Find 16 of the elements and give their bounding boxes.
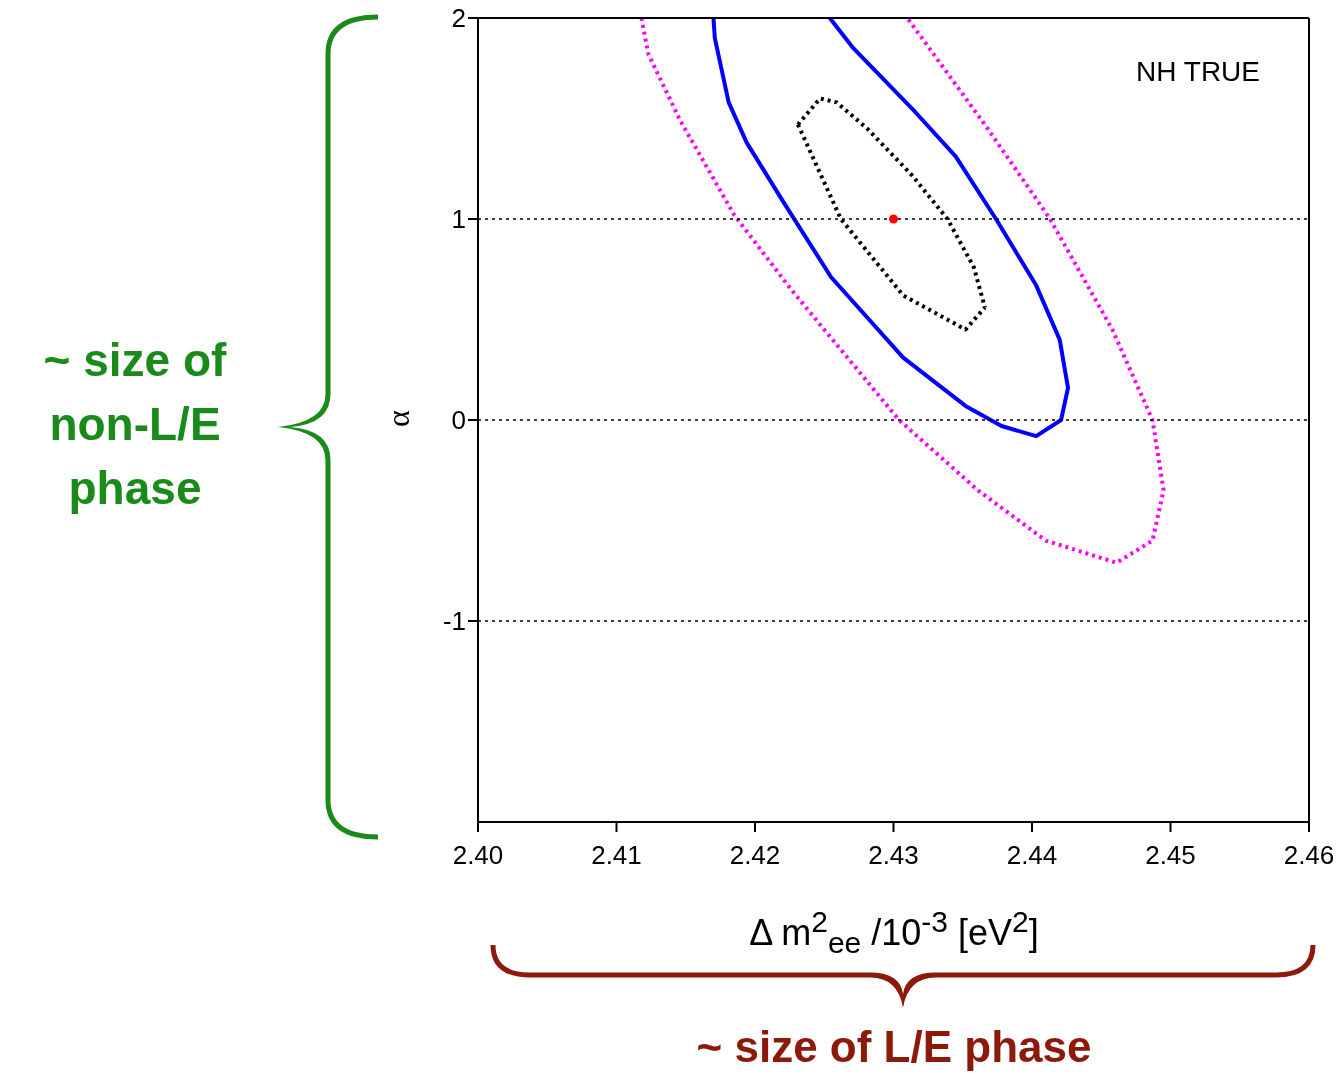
x-tick-label: 2.44: [1006, 840, 1058, 871]
x-tick-label: 2.40: [452, 840, 504, 871]
annotation: NH TRUE: [1136, 56, 1260, 88]
x-tick-label: 2.46: [1283, 840, 1335, 871]
x-tick-label: 2.43: [868, 840, 919, 871]
y-axis-title: α: [379, 410, 417, 427]
y-tick-label: 1: [451, 204, 466, 235]
text: ~ size of L/E phase: [695, 1022, 1093, 1072]
x-axis-title: Δ m$^{2}$$_{ee}$ /10$^{-3}$ [eV$^{2}$]: [748, 905, 1040, 961]
y-tick-label: 2: [451, 3, 466, 34]
text: ~ size of non-L/E phase: [42, 333, 228, 516]
x-tick-label: 2.42: [729, 840, 781, 871]
x-tick-label: 2.41: [591, 840, 642, 871]
y-tick-label: -1: [442, 606, 466, 637]
x-tick-label: 2.45: [1145, 840, 1196, 871]
y-tick-label: 0: [451, 405, 466, 436]
